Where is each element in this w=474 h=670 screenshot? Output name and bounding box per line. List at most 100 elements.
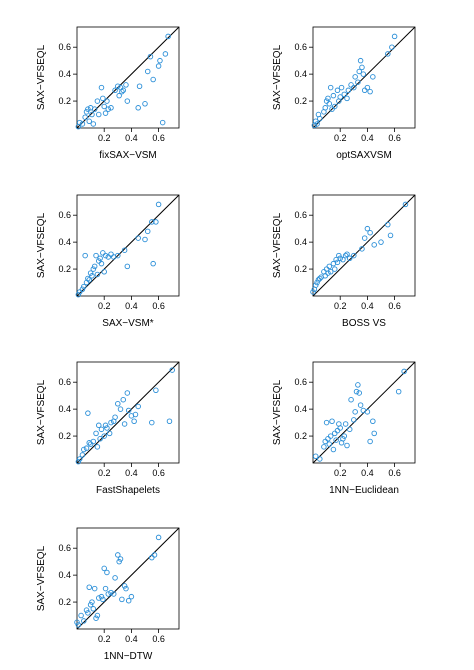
data-point — [120, 396, 126, 403]
data-point — [389, 44, 395, 50]
data-point — [76, 456, 83, 462]
data-point — [86, 118, 92, 125]
y-axis-label: SAX−VFSEQL — [36, 379, 47, 445]
y-tick-label: 0.2 — [294, 264, 307, 274]
data-point — [361, 235, 368, 241]
data-point — [314, 279, 320, 286]
data-point — [327, 84, 334, 91]
data-point — [346, 255, 353, 262]
data-point — [385, 221, 391, 228]
data-point — [81, 283, 87, 290]
data-point — [131, 418, 137, 425]
data-point — [330, 446, 337, 453]
data-point — [334, 427, 341, 434]
y-tick-label: 0.4 — [58, 69, 71, 79]
data-point — [332, 103, 338, 110]
data-point — [333, 437, 339, 443]
data-point — [116, 558, 122, 565]
data-point — [115, 252, 121, 259]
scatter-panel: 0.2 0.4 0.6 0.2 0.4 0.6 1NN−DTW SAX−VFSEQL — [36, 527, 180, 662]
data-point — [100, 250, 106, 256]
data-point — [86, 584, 92, 591]
x-axis-label: SAX−VSM* — [102, 318, 154, 329]
data-point — [322, 105, 328, 111]
data-point — [110, 591, 117, 597]
data-point — [149, 419, 155, 426]
data-point — [108, 589, 114, 596]
data-point — [101, 103, 107, 110]
data-point — [108, 105, 114, 111]
data-point — [337, 425, 343, 431]
data-point — [104, 425, 110, 431]
data-point — [119, 596, 125, 603]
data-point — [153, 387, 159, 394]
data-point — [82, 252, 88, 259]
y-tick-label: 0.6 — [58, 543, 71, 553]
x-tick-label: 0.2 — [334, 301, 347, 311]
data-point — [334, 259, 341, 266]
data-point — [364, 84, 371, 91]
data-point — [356, 390, 362, 396]
scatter-panel: 0.2 0.4 0.6 0.2 0.4 0.6 SAX−VSM* SAX−VFSEQL — [36, 194, 180, 329]
data-point — [151, 552, 158, 558]
data-point — [135, 235, 141, 241]
data-point — [326, 441, 333, 447]
data-point — [102, 252, 109, 259]
x-tick-label: 0.2 — [98, 301, 111, 311]
data-point — [100, 596, 106, 603]
data-point — [359, 64, 365, 71]
scatter-panel: 0.2 0.4 0.6 0.2 0.4 0.6 FastShapelets SAX−VFSEQ… — [36, 361, 180, 496]
plot-frame — [76, 527, 180, 630]
data-point — [96, 111, 102, 118]
data-point — [367, 88, 373, 95]
data-point — [89, 599, 95, 605]
data-point — [79, 286, 86, 293]
scatter-panel: 0.2 0.4 0.6 0.2 0.4 0.6 fixSAX−VSM SAX−VFSEQL — [36, 26, 180, 161]
data-point — [337, 255, 343, 262]
scatter-panel: 0.2 0.4 0.6 0.2 0.4 0.6 optSAXVSM SAX−VFSEQL — [272, 26, 416, 161]
data-point — [159, 119, 166, 126]
x-tick-label: 0.4 — [125, 634, 138, 644]
y-tick-label: 0.2 — [58, 96, 71, 106]
data-point — [75, 291, 82, 298]
x-tick-label: 0.4 — [125, 133, 138, 143]
y-tick-label: 0.6 — [294, 42, 307, 52]
data-point — [329, 418, 335, 425]
data-point — [135, 105, 141, 111]
data-point — [352, 74, 358, 80]
x-tick-label: 0.6 — [152, 468, 165, 478]
y-tick-label: 0.4 — [294, 237, 307, 247]
y-tick-label: 0.6 — [294, 377, 307, 387]
data-point — [149, 219, 155, 225]
data-point — [321, 444, 327, 450]
data-point — [360, 71, 367, 77]
reference-line — [76, 26, 180, 129]
x-axis-label: BOSS VS — [342, 318, 386, 329]
data-point — [322, 273, 328, 279]
data-point — [94, 444, 101, 450]
data-point — [162, 51, 169, 57]
data-point — [325, 436, 331, 442]
data-point — [317, 115, 323, 122]
data-point — [142, 101, 148, 107]
x-axis-label: 1NN−Euclidean — [329, 485, 399, 496]
data-point — [348, 396, 354, 403]
data-point — [142, 236, 148, 243]
data-point — [93, 252, 99, 259]
data-point — [115, 83, 121, 90]
data-point — [371, 430, 377, 437]
reference-line — [312, 26, 416, 129]
data-point — [96, 422, 102, 429]
scatter-panel: 0.2 0.4 0.6 0.2 0.4 0.6 1NN−Euclidean SAX−VFSEQ… — [272, 361, 416, 496]
data-point — [91, 585, 98, 592]
data-point — [123, 585, 129, 592]
y-tick-label: 0.2 — [58, 597, 71, 607]
y-tick-label: 0.4 — [294, 404, 307, 414]
data-point — [332, 430, 338, 437]
data-point — [367, 229, 373, 236]
data-point — [317, 275, 323, 282]
data-point — [342, 421, 349, 427]
data-point — [355, 382, 361, 388]
data-point — [149, 554, 155, 561]
